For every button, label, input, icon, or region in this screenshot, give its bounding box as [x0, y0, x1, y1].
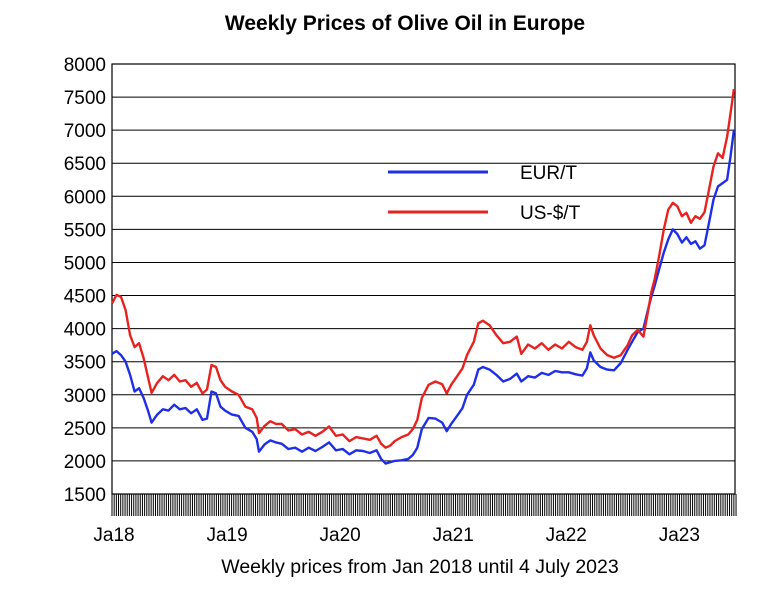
x-tick-label: Ja23 [659, 525, 700, 546]
y-tick-label: 4000 [64, 320, 106, 341]
series-line-eur [111, 130, 736, 465]
y-tick-label: 3500 [64, 353, 106, 374]
horizontal-gridlines [112, 63, 735, 495]
weekly-tick-marks [111, 494, 737, 516]
legend: EUR/T US-$/T [388, 163, 581, 224]
y-tick-label: 5500 [64, 220, 106, 241]
y-tick-label: 8000 [64, 55, 106, 76]
y-tick-label: 6000 [64, 187, 106, 208]
plot-area-frame [111, 63, 736, 495]
x-tick-label: Ja20 [320, 525, 361, 546]
y-tick-label: 2000 [64, 452, 106, 473]
y-tick-label: 2500 [64, 419, 106, 440]
legend-label-usd: US-$/T [520, 203, 581, 224]
y-tick-label: 4500 [64, 287, 106, 308]
y-tick-label: 6500 [64, 154, 106, 175]
chart-title: Weekly Prices of Olive Oil in Europe [225, 12, 585, 35]
x-tick-label: Ja21 [433, 525, 474, 546]
y-tick-label: 3000 [64, 386, 106, 407]
y-tick-label: 5000 [64, 253, 106, 274]
legend-label-eur: EUR/T [520, 163, 577, 184]
x-tick-label: Ja18 [93, 525, 134, 546]
y-tick-label: 7000 [64, 121, 106, 142]
y-tick-label: 1500 [64, 485, 106, 506]
series-line-usd [110, 88, 736, 449]
x-tick-label: Ja19 [206, 525, 247, 546]
x-tick-label: Ja22 [546, 525, 587, 546]
x-axis-weekly-ticks [111, 494, 737, 516]
y-axis-tick-labels: 1500 2000 2500 3000 3500 4000 4500 5000 5500 6000… [64, 55, 106, 506]
x-axis-label: Weekly prices from Jan 2018 until 4 July… [221, 556, 618, 578]
y-tick-label: 7500 [64, 88, 106, 109]
x-axis-tick-labels: Ja18 Ja19 Ja20 Ja21 Ja22 Ja23 [93, 525, 700, 546]
series-lines [110, 88, 736, 465]
